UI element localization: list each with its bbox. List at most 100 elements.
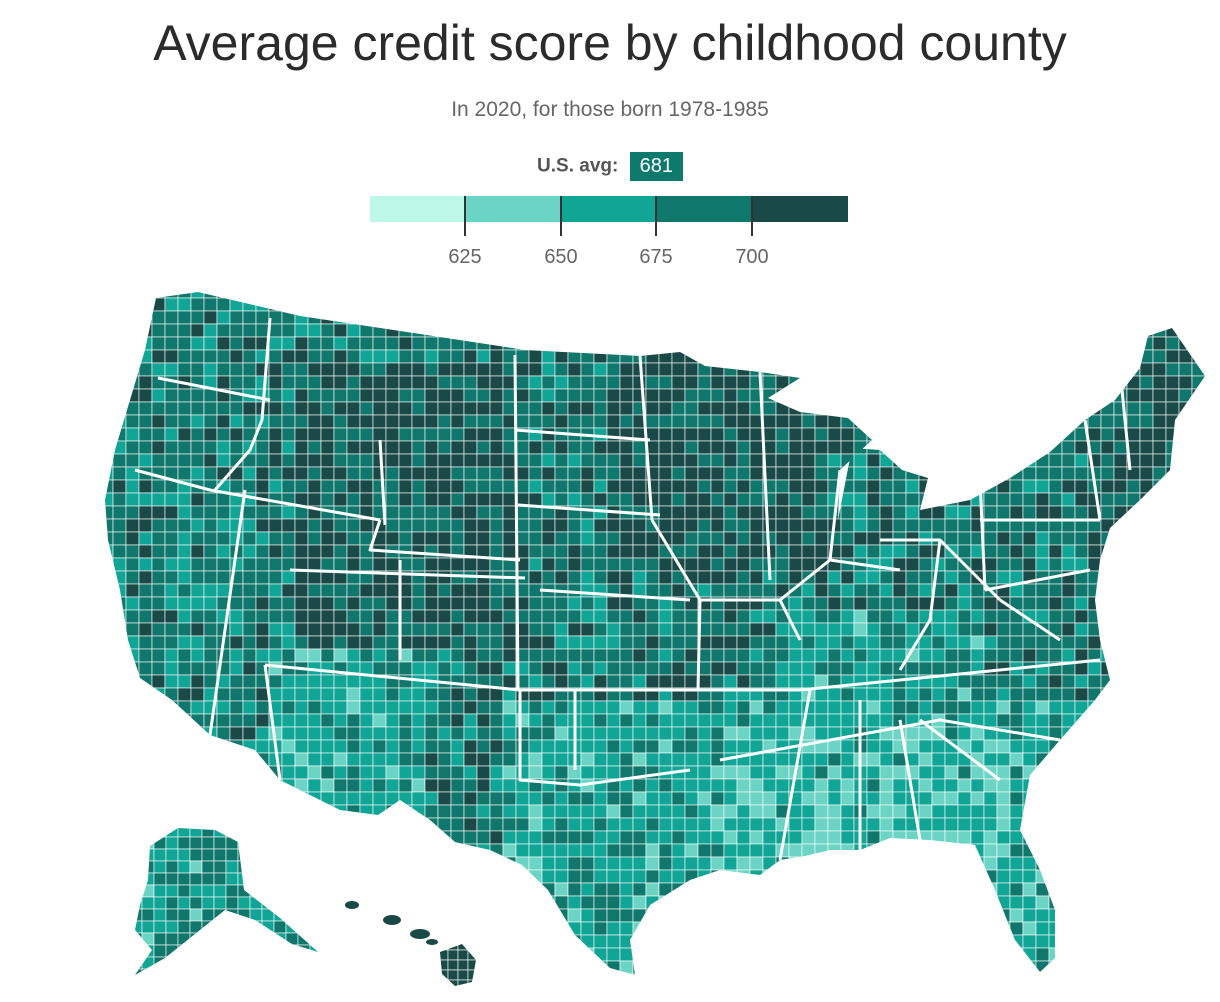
county-cell — [971, 987, 984, 1000]
county-cell — [125, 869, 140, 884]
county-cell — [440, 949, 449, 961]
county-cell — [749, 323, 764, 338]
county-cell — [931, 310, 946, 325]
county-cell — [1087, 292, 1102, 299]
county-cell — [814, 323, 829, 338]
county-cell — [736, 726, 751, 741]
county-cell — [736, 661, 751, 676]
county-cell — [450, 765, 465, 780]
county-cell — [593, 479, 608, 494]
county-cell — [619, 375, 634, 390]
county-cell — [619, 830, 634, 845]
county-cell — [398, 292, 413, 299]
county-cell — [840, 947, 855, 962]
county-cell — [788, 531, 803, 546]
county-cell — [801, 804, 816, 819]
county-cell — [541, 349, 556, 364]
county-cell — [879, 570, 894, 585]
county-cell — [255, 583, 270, 598]
county-cell — [1048, 466, 1063, 481]
county-cell — [892, 973, 907, 975]
county-cell — [905, 882, 920, 897]
county-cell — [788, 817, 803, 832]
county-cell — [398, 505, 413, 520]
county-cell — [1009, 323, 1024, 338]
county-cell — [1165, 427, 1180, 442]
county-cell — [189, 884, 203, 898]
county-cell — [225, 828, 239, 838]
county-cell — [1087, 817, 1102, 832]
county-cell — [213, 908, 227, 922]
county-cell — [281, 401, 296, 416]
county-cell — [866, 947, 881, 962]
county-cell — [541, 843, 556, 858]
county-cell — [710, 635, 725, 650]
county-cell — [710, 973, 725, 975]
legend-bin-highest — [752, 196, 848, 222]
county-cell — [931, 778, 946, 793]
county-cell — [138, 292, 153, 299]
county-cell — [1074, 635, 1089, 650]
county-cell — [190, 453, 205, 468]
county-cell — [165, 908, 179, 922]
county-cell — [567, 635, 582, 650]
county-cell — [892, 609, 907, 624]
county-cell — [905, 960, 920, 975]
county-cell — [1074, 752, 1089, 767]
county-cell — [658, 518, 673, 533]
county-cell — [320, 557, 335, 572]
county-cell — [567, 570, 582, 585]
county-cell — [580, 388, 595, 403]
county-cell — [437, 752, 452, 767]
county-cell — [866, 700, 881, 715]
county-cell — [1100, 726, 1115, 741]
county-cell — [424, 843, 439, 858]
county-cell — [736, 934, 751, 949]
county-cell — [554, 765, 569, 780]
county-cell — [1191, 401, 1205, 416]
county-cell — [658, 778, 673, 793]
county-cell — [281, 765, 296, 780]
county-cell — [554, 921, 569, 936]
county-cell — [294, 427, 309, 442]
county-cell — [1087, 700, 1102, 715]
county-cell — [1088, 987, 1101, 1000]
county-cell — [697, 479, 712, 494]
county-cell — [554, 466, 569, 481]
county-cell — [424, 661, 439, 676]
county-cell — [1022, 791, 1037, 806]
county-cell — [125, 817, 140, 832]
county-cell — [411, 882, 426, 897]
county-cell — [297, 828, 311, 838]
county-cell — [1165, 323, 1180, 338]
county-cell — [1152, 583, 1167, 598]
county-cell — [297, 920, 311, 934]
county-cell — [775, 791, 790, 806]
county-cell — [255, 518, 270, 533]
county-cell — [970, 791, 985, 806]
county-cell — [749, 297, 764, 312]
county-cell — [593, 622, 608, 637]
county-cell — [541, 310, 556, 325]
county-cell — [320, 921, 335, 936]
county-cell — [502, 791, 517, 806]
county-cell — [658, 492, 673, 507]
county-cell — [189, 968, 203, 975]
county-cell — [762, 648, 777, 663]
county-cell — [1009, 297, 1024, 312]
county-cell — [632, 752, 647, 767]
county-cell — [775, 622, 790, 637]
county-cell — [710, 505, 725, 520]
county-cell — [541, 635, 556, 650]
county-cell — [827, 401, 842, 416]
county-cell — [1009, 505, 1024, 520]
county-cell — [153, 944, 167, 958]
county-cell — [1022, 973, 1037, 975]
county-cell — [541, 947, 556, 962]
county-cell — [359, 362, 374, 377]
county-cell — [138, 479, 153, 494]
county-cell — [320, 440, 335, 455]
county-cell — [294, 414, 309, 429]
county-cell — [1035, 687, 1050, 702]
county-cell — [1100, 752, 1115, 767]
